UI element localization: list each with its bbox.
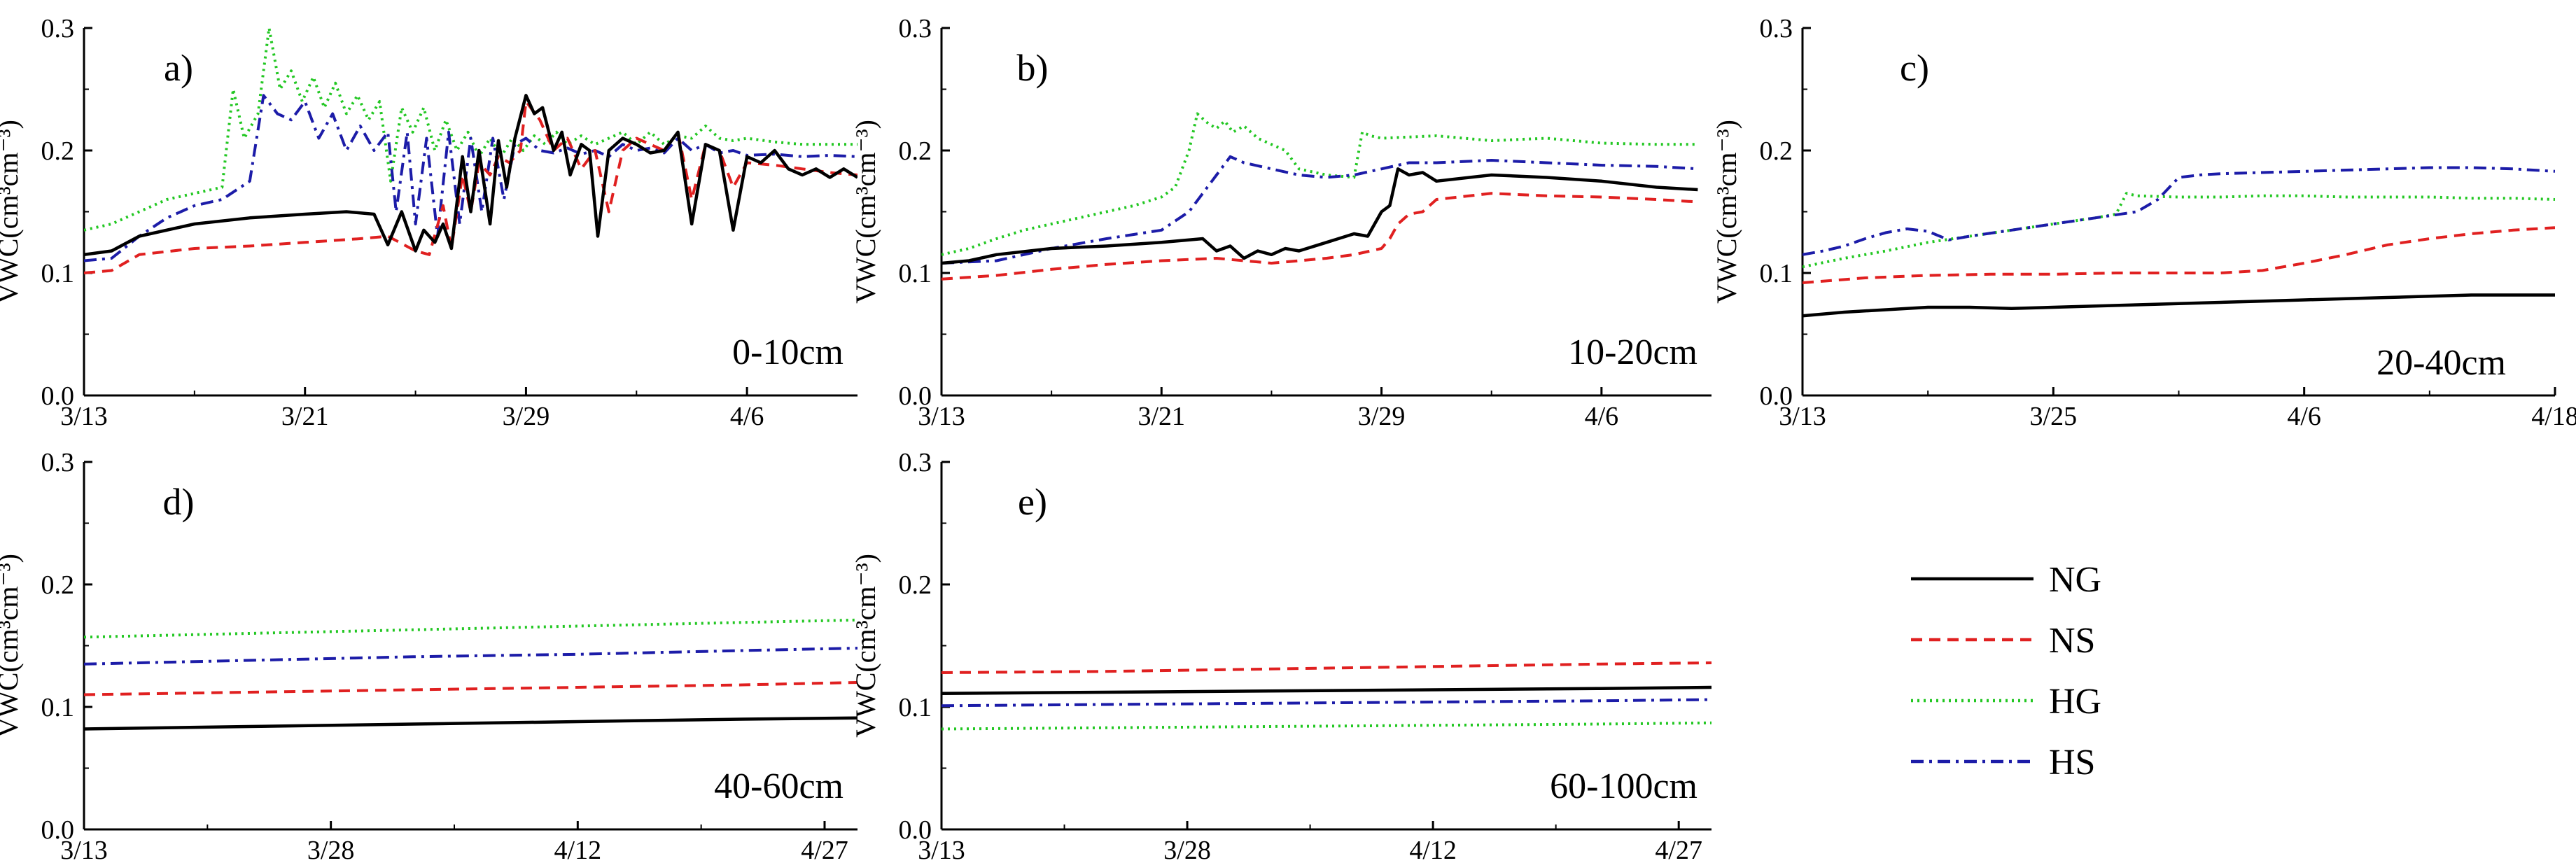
y-axis-label: VWC(cm³cm⁻³)	[0, 120, 24, 304]
panel-letter: e)	[1018, 481, 1047, 523]
x-tick-label: 4/12	[554, 836, 602, 863]
y-tick-label: 0.2	[41, 570, 75, 600]
y-axis-label: VWC(cm³cm⁻³)	[0, 554, 24, 738]
x-tick-label: 3/28	[307, 836, 355, 863]
series-line-ns	[84, 681, 858, 696]
legend-label: HS	[2049, 743, 2095, 783]
x-tick-label: 3/13	[1779, 402, 1826, 431]
x-tick-label: 3/13	[918, 402, 965, 431]
depth-label: 60-100cm	[1550, 766, 1698, 806]
series-line-ng	[84, 716, 858, 731]
series-line-hs	[1802, 166, 2555, 256]
legend-item-ns: NS	[1911, 621, 2095, 661]
x-tick-label: 3/29	[1358, 402, 1406, 431]
series-line-hg	[84, 28, 858, 232]
series-line-ng	[941, 167, 1698, 265]
y-tick-label: 0.0	[899, 381, 932, 411]
panel-letter: a)	[164, 47, 193, 89]
y-tick-label: 0.1	[899, 693, 932, 722]
x-tick-label: 3/13	[60, 836, 108, 863]
x-tick-label: 4/6	[1585, 402, 1619, 431]
series-group	[1802, 166, 2555, 318]
y-tick-label: 0.0	[899, 815, 932, 845]
series-line-hs	[941, 155, 1698, 265]
legend-item-ng: NG	[1911, 560, 2101, 600]
y-tick-label: 0.2	[41, 136, 75, 166]
series-line-ng	[941, 685, 1712, 696]
panel-letter: d)	[163, 481, 195, 523]
y-tick-label: 0.2	[1760, 136, 1793, 166]
y-tick-label: 0.1	[899, 259, 932, 288]
panel-d: 0.0 0.1 0.2 0.3 3/13 3/28 4/12 4/27 VWC(cm³cm⁻³)…	[0, 448, 858, 863]
x-tick-label: 4/27	[801, 836, 848, 863]
series-line-hg	[941, 721, 1712, 731]
depth-label: 40-60cm	[714, 766, 844, 806]
x-tick-label: 3/29	[503, 402, 550, 431]
y-tick-label: 0.1	[41, 693, 75, 722]
series-group	[84, 618, 858, 731]
y-tick-label: 0.3	[41, 448, 75, 477]
y-tick-label: 0.0	[1760, 381, 1793, 411]
y-tick-label: 0.2	[899, 136, 932, 166]
depth-label: 10-20cm	[1568, 332, 1698, 372]
series-group	[941, 112, 1698, 281]
panel-letter: b)	[1017, 47, 1049, 89]
x-tick-label: 4/12	[1409, 836, 1457, 863]
depth-label: 20-40cm	[2376, 343, 2506, 383]
x-tick-label: 3/28	[1163, 836, 1211, 863]
x-tick-label: 3/21	[281, 402, 329, 431]
series-line-hg	[1802, 192, 2555, 269]
x-tick-label: 3/13	[918, 836, 965, 863]
x-tick-label: 4/27	[1655, 836, 1702, 863]
y-tick-label: 0.3	[899, 14, 932, 43]
y-tick-label: 0.1	[41, 259, 75, 288]
legend: NG NS HG HS	[1911, 560, 2101, 783]
y-tick-label: 0.3	[41, 14, 75, 43]
x-tick-label: 4/6	[2287, 402, 2321, 431]
panel-a: 0.0 0.1 0.2 0.3 3/13 3/21 3/29 4/6 VWC(cm³cm⁻³) a…	[0, 14, 858, 431]
panel-letter: c)	[1900, 47, 1929, 89]
series-line-hs	[941, 698, 1712, 708]
panel-c: 0.0 0.1 0.2 0.3 3/13 3/25 4/6 4/18 VWC(cm³cm⁻³) c…	[1711, 14, 2576, 431]
series-line-ns	[941, 661, 1712, 674]
legend-item-hg: HG	[1911, 682, 2101, 722]
x-tick-label: 3/25	[2030, 402, 2078, 431]
y-tick-label: 0.1	[1760, 259, 1793, 288]
series-group	[84, 28, 858, 274]
series-line-hs	[84, 647, 858, 666]
y-tick-label: 0.3	[1760, 14, 1793, 43]
series-group	[941, 661, 1712, 731]
x-tick-label: 4/18	[2531, 402, 2576, 431]
panel-b: 0.0 0.1 0.2 0.3 3/13 3/21 3/29 4/6 VWC(cm³cm⁻³) b…	[850, 14, 1712, 431]
x-tick-label: 3/21	[1138, 402, 1186, 431]
panels: 0.0 0.1 0.2 0.3 3/13 3/21 3/29 4/6 VWC(cm³cm⁻³) a…	[0, 14, 2576, 863]
x-tick-label: 3/13	[60, 402, 108, 431]
y-axis-label: VWC(cm³cm⁻³)	[850, 120, 881, 304]
legend-label: NS	[2049, 621, 2095, 661]
y-axis-label: VWC(cm³cm⁻³)	[850, 554, 881, 738]
panel-e: 0.0 0.1 0.2 0.3 3/13 3/28 4/12 4/27 VWC(cm³cm⁻³)…	[850, 448, 1712, 863]
y-tick-label: 0.2	[899, 570, 932, 600]
series-line-ns	[1802, 226, 2555, 284]
y-axis-label: VWC(cm³cm⁻³)	[1711, 120, 1742, 304]
depth-label: 0-10cm	[732, 332, 844, 372]
series-line-hg	[941, 112, 1698, 256]
y-tick-label: 0.0	[41, 815, 75, 845]
legend-item-hs: HS	[1911, 743, 2095, 783]
series-line-ng	[1802, 293, 2555, 318]
series-line-ns	[941, 192, 1698, 281]
y-tick-label: 0.0	[41, 381, 75, 411]
legend-label: HG	[2049, 682, 2101, 722]
series-line-ng	[84, 94, 858, 257]
legend-label: NG	[2049, 560, 2101, 600]
y-tick-label: 0.3	[899, 448, 932, 477]
series-line-hg	[84, 618, 858, 639]
x-tick-label: 4/6	[730, 402, 764, 431]
